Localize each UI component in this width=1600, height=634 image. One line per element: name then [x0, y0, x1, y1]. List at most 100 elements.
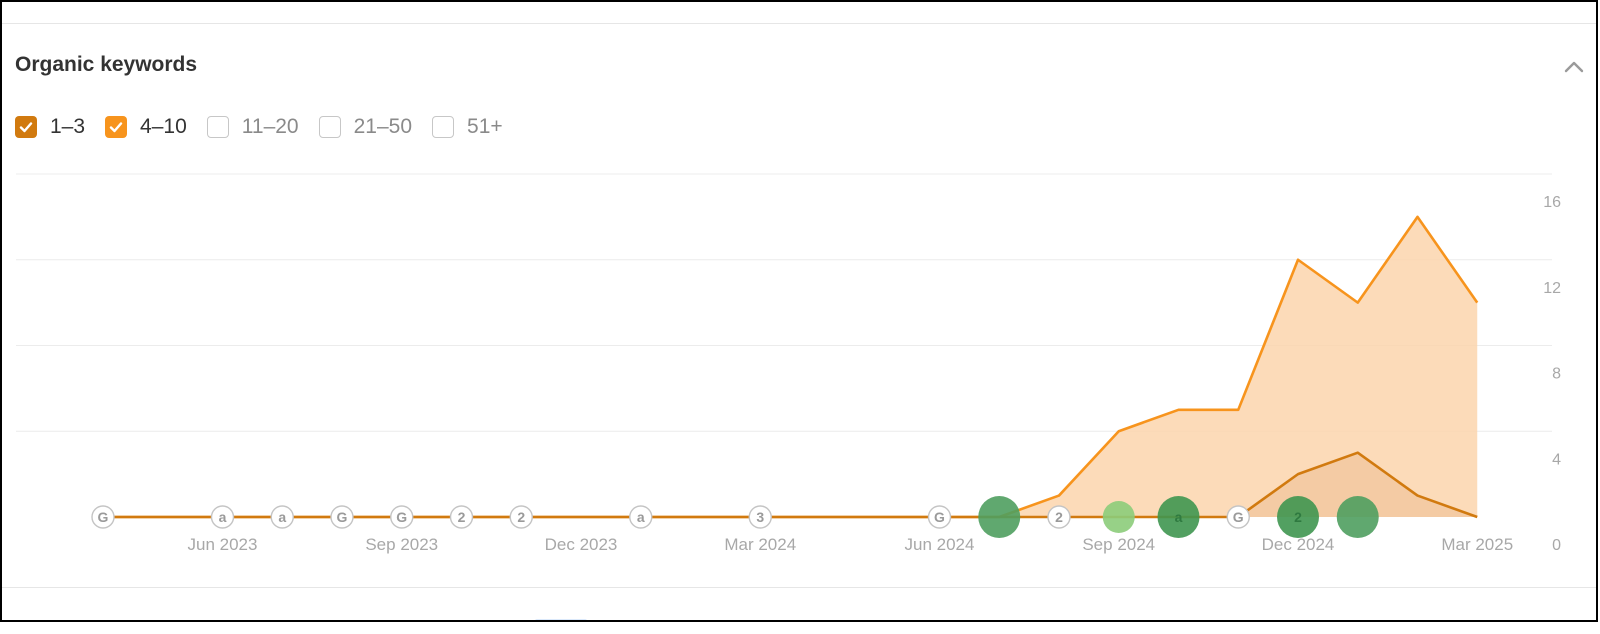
event-circle	[1277, 496, 1319, 538]
checkmark-icon	[19, 122, 33, 133]
event-glyph: a	[1175, 509, 1183, 525]
event-glyph: 2	[458, 509, 466, 525]
data-point	[1416, 494, 1418, 496]
data-point	[1297, 259, 1299, 261]
data-point	[1237, 409, 1239, 411]
event-bubble[interactable]: 2	[1277, 496, 1319, 538]
event-glyph: G	[934, 509, 945, 525]
event-glyph: G	[98, 509, 109, 525]
event-marker[interactable]: G	[1226, 505, 1250, 529]
filter-checkbox[interactable]	[15, 116, 37, 138]
event-circle	[509, 505, 533, 529]
event-glyph: a	[219, 509, 227, 525]
data-point	[1476, 301, 1478, 303]
series-area-2	[999, 216, 1478, 517]
data-point	[580, 516, 582, 518]
position-filters: 1–3 4–10 11–20 21–50 51+	[15, 114, 523, 140]
event-circle	[1157, 496, 1200, 538]
event-circle	[270, 505, 294, 529]
keywords-chart: 0 4 8 12 16 Jun 2023 Sep 2023 Dec 2023 Mar 2024 J…	[16, 173, 1561, 554]
event-marker[interactable]: 2	[449, 505, 474, 529]
filter-checkbox[interactable]	[105, 116, 128, 138]
event-marker[interactable]: G	[330, 505, 354, 529]
filter-label: 21–50	[353, 115, 413, 138]
filter-checkbox[interactable]	[432, 116, 455, 138]
event-glyph: a	[278, 509, 286, 525]
data-point	[699, 516, 701, 518]
data-point	[1177, 409, 1179, 411]
data-point	[819, 516, 821, 518]
event-circle	[91, 505, 115, 529]
y-tick-label: 12	[1543, 280, 1561, 297]
event-marker[interactable]: 3	[748, 505, 772, 529]
event-glyph: 2	[517, 509, 525, 525]
data-point	[1058, 494, 1060, 496]
y-tick-label: 0	[1552, 537, 1561, 554]
event-circle	[390, 505, 414, 529]
event-marker[interactable]: a	[270, 505, 294, 529]
filter-2[interactable]: 4–10	[105, 115, 187, 139]
event-glyph: 2	[1055, 509, 1063, 525]
event-glyph: 3	[756, 509, 764, 525]
data-point	[580, 516, 582, 518]
data-point	[162, 516, 164, 518]
filter-label: 4–10	[140, 115, 187, 138]
collapse-button[interactable]	[1559, 52, 1589, 82]
event-circle	[330, 505, 354, 529]
x-tick-label: Dec 2023	[545, 535, 618, 554]
data-point	[819, 516, 821, 518]
data-point	[699, 516, 701, 518]
event-circle	[449, 505, 474, 529]
series-line-2	[103, 215, 1479, 519]
filter-label: 11–20	[241, 115, 299, 138]
event-marker[interactable]: G	[390, 505, 414, 529]
event-bubble[interactable]	[1102, 501, 1135, 533]
filter-checkbox[interactable]	[206, 116, 229, 138]
x-tick-label: Sep 2024	[1082, 535, 1155, 554]
event-circle	[210, 505, 235, 529]
filter-1[interactable]: 1–3	[15, 115, 85, 139]
data-point	[879, 516, 881, 518]
filter-4[interactable]: 21–50	[318, 115, 413, 139]
event-circle	[1226, 505, 1250, 529]
event-marker[interactable]: 2	[509, 505, 533, 529]
filter-5[interactable]: 51+	[432, 115, 503, 139]
event-circle	[629, 505, 653, 529]
event-bubble[interactable]	[1336, 496, 1379, 538]
event-marker[interactable]: G	[91, 505, 115, 529]
filter-3[interactable]: 11–20	[206, 115, 299, 139]
event-marker[interactable]: G	[927, 505, 952, 529]
bottom-divider	[2, 587, 1596, 588]
data-point	[1357, 451, 1359, 453]
data-point	[1416, 216, 1418, 218]
data-point	[1357, 301, 1359, 303]
event-circle	[748, 505, 772, 529]
event-circle	[1336, 496, 1379, 538]
chevron-up-icon	[1564, 61, 1584, 73]
data-point	[879, 516, 881, 518]
event-bubble[interactable]	[978, 496, 1021, 538]
event-circle	[927, 505, 952, 529]
event-marker[interactable]: a	[629, 505, 653, 529]
event-glyph: a	[637, 509, 645, 525]
x-tick-label: Mar 2025	[1441, 535, 1513, 554]
filter-checkbox[interactable]	[318, 116, 341, 138]
y-tick-label: 4	[1552, 451, 1561, 468]
checkmark-icon	[109, 122, 123, 133]
event-marker[interactable]: a	[210, 505, 235, 529]
y-tick-label: 8	[1552, 366, 1561, 383]
event-circle	[1047, 505, 1071, 529]
next-section-tab	[535, 619, 587, 620]
y-tick-label: 16	[1543, 194, 1561, 211]
filter-label: 1–3	[50, 115, 86, 138]
event-glyph: G	[337, 509, 348, 525]
x-tick-label: Mar 2024	[724, 535, 796, 554]
data-point	[1476, 516, 1478, 518]
event-glyph: G	[1233, 509, 1244, 525]
event-circle	[1102, 501, 1135, 533]
x-tick-label: Jun 2023	[188, 535, 258, 554]
data-point	[1297, 473, 1299, 475]
event-circle	[978, 496, 1021, 538]
event-marker[interactable]: 2	[1047, 505, 1071, 529]
event-bubble[interactable]: a	[1157, 496, 1200, 538]
